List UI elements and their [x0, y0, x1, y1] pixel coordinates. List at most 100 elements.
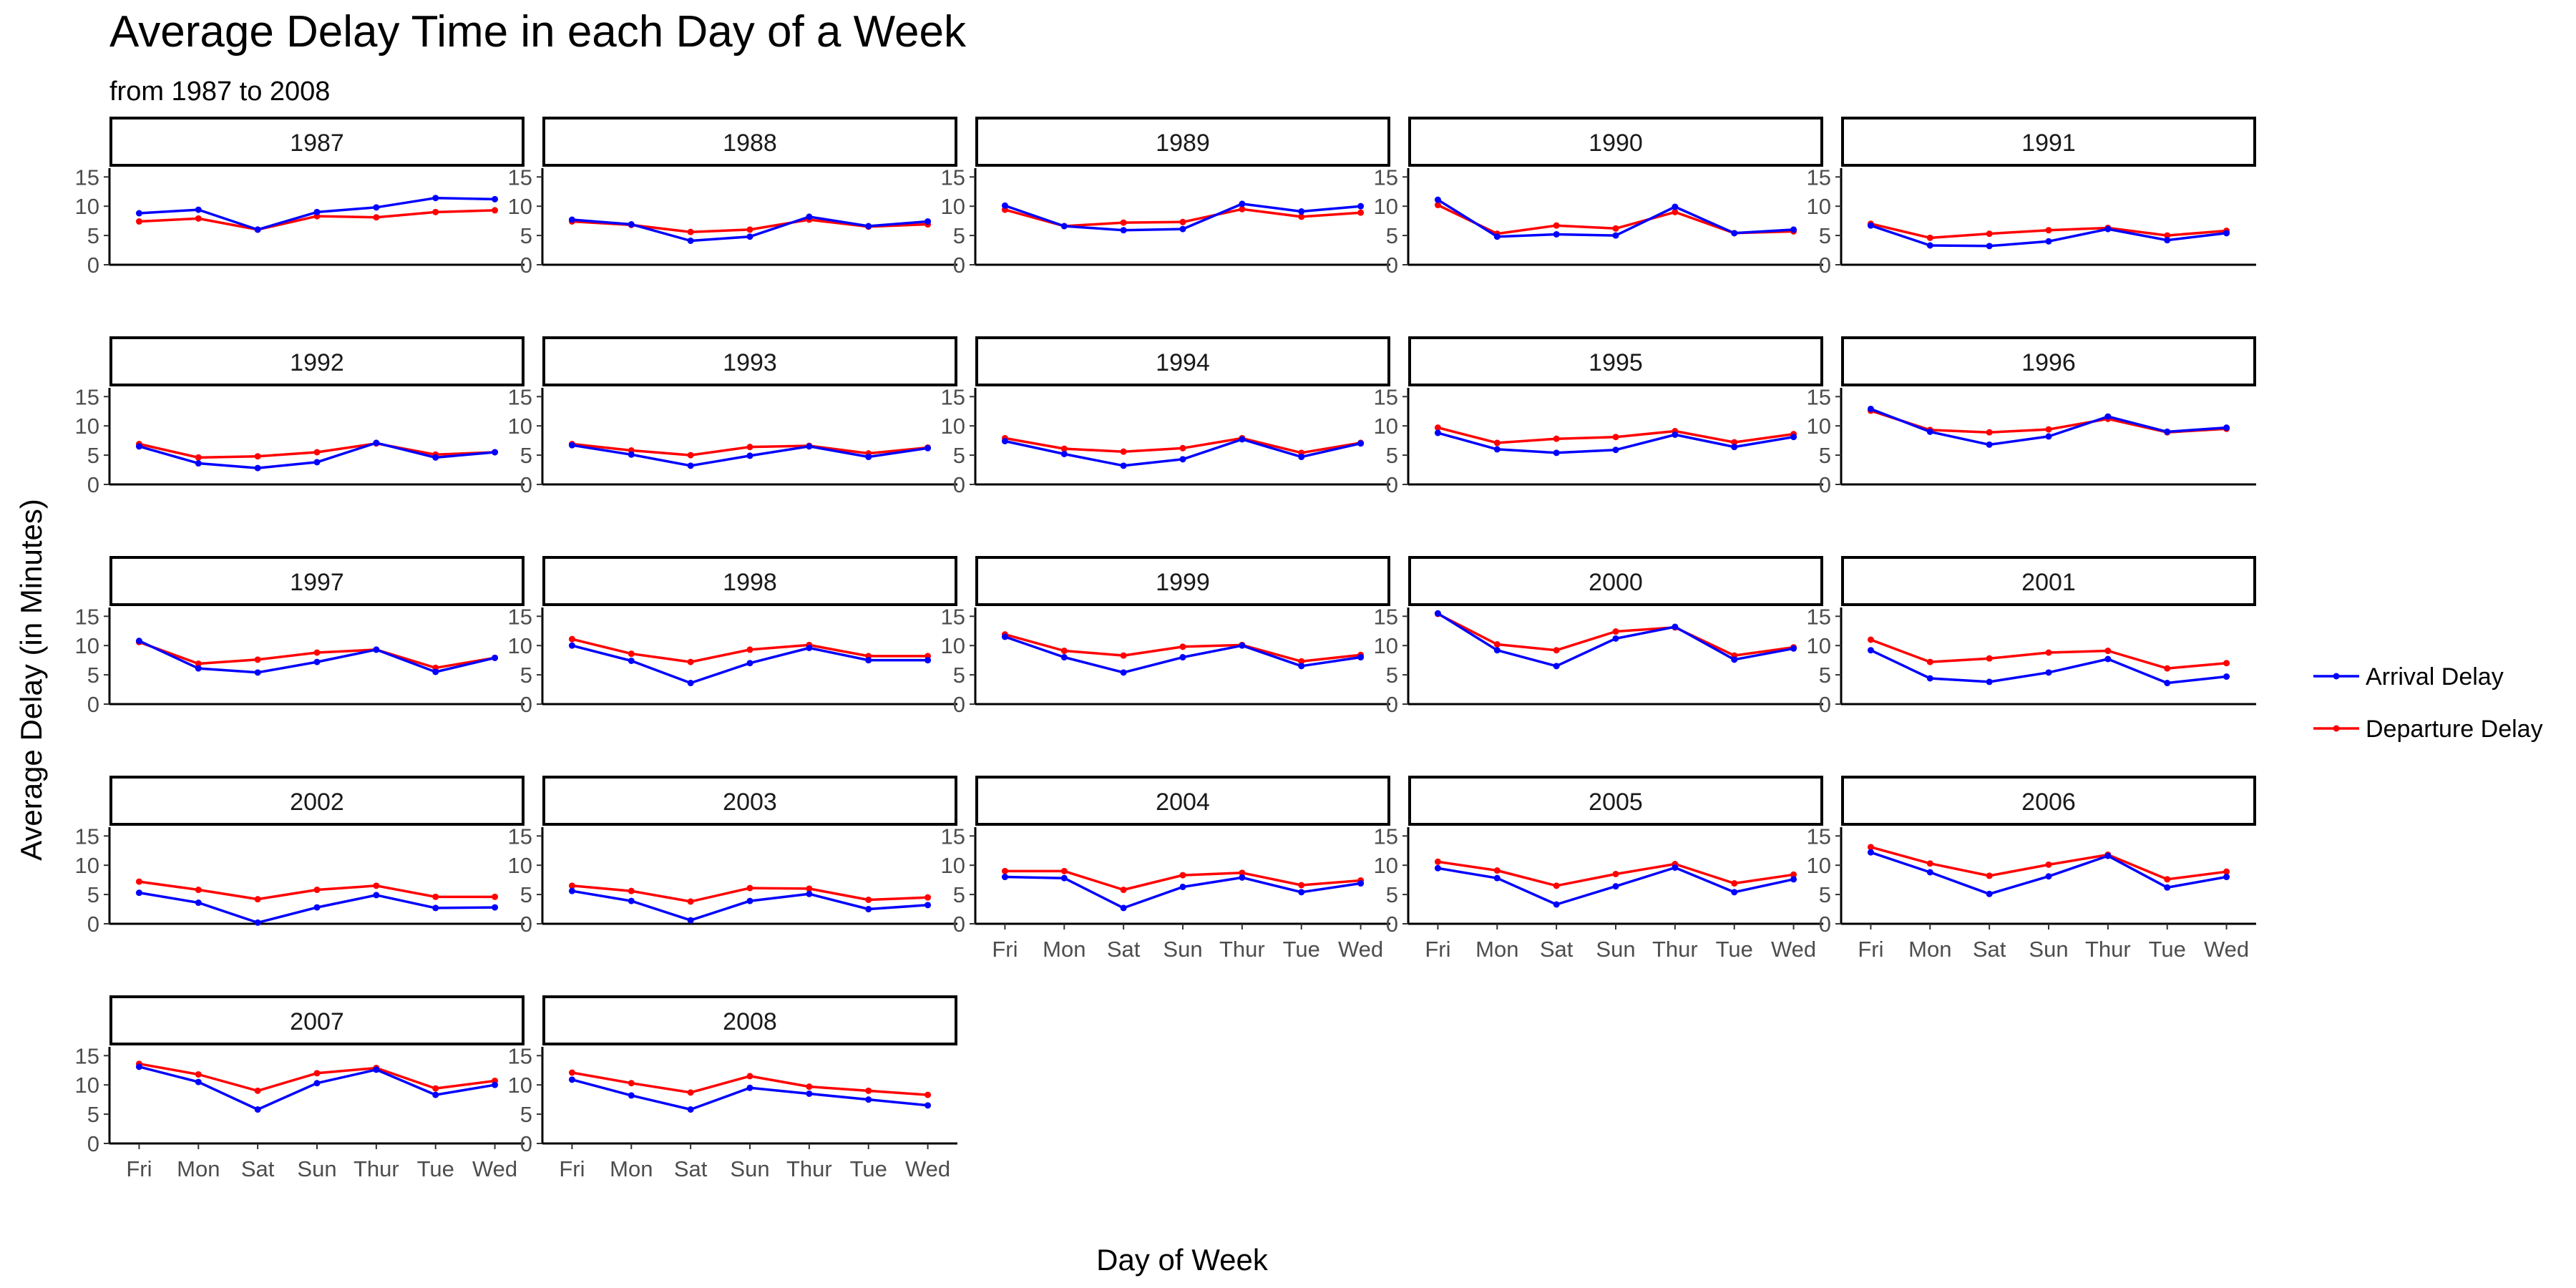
facet-label: 2003 — [723, 789, 777, 816]
arrival-delay-point — [1434, 429, 1441, 436]
arrival-delay-point — [1553, 901, 1560, 908]
facet-strip — [109, 776, 525, 826]
arrival-delay-point — [687, 237, 694, 244]
departure-delay-point — [1060, 867, 1068, 874]
arrival-delay-point — [746, 897, 753, 904]
x-tick-label: Sun — [1596, 937, 1635, 962]
arrival-delay-point — [492, 904, 499, 911]
departure-delay-point — [687, 658, 694, 665]
facet-label: 1993 — [723, 349, 777, 376]
arrival-delay-point — [924, 444, 932, 452]
departure-delay-point — [1731, 880, 1738, 887]
arrival-delay-point — [628, 657, 635, 664]
arrival-delay-point — [2045, 433, 2052, 440]
departure-delay-point — [628, 650, 635, 658]
x-tick-label: Sun — [297, 1156, 336, 1181]
departure-delay-point — [1120, 652, 1127, 659]
arrival-delay-point — [254, 226, 261, 233]
y-axis-title: Average Delay (in Minutes) — [14, 499, 48, 861]
arrival-delay-point — [373, 646, 380, 653]
x-tick-label: Sat — [1540, 937, 1574, 962]
departure-delay-point — [687, 1089, 694, 1096]
facet-strip — [542, 336, 957, 386]
arrival-delay-point — [2223, 230, 2230, 237]
departure-delay-point — [2045, 227, 2052, 234]
arrival-delay-point — [865, 223, 872, 230]
y-tick-label: 5 — [87, 882, 99, 907]
y-tick-label: 10 — [1374, 853, 1398, 878]
arrival-delay-point — [687, 917, 694, 924]
arrival-delay-point — [195, 665, 202, 672]
departure-delay-point — [806, 885, 813, 892]
departure-delay-point — [1239, 869, 1246, 877]
y-tick-label: 0 — [87, 253, 99, 278]
y-tick-label: 0 — [1819, 472, 1831, 497]
x-tick-label: Sun — [1163, 937, 1202, 962]
x-tick-label: Fri — [559, 1156, 585, 1181]
arrival-delay-point — [865, 454, 872, 461]
facet-strip — [1841, 556, 2256, 606]
y-tick-label: 0 — [953, 912, 965, 937]
arrival-delay-point — [1790, 876, 1797, 883]
facet-label: 1987 — [290, 130, 344, 157]
arrival-delay-point — [1672, 864, 1679, 871]
y-tick-label: 5 — [520, 223, 532, 248]
departure-delay-point — [195, 1070, 202, 1078]
departure-delay-point — [254, 1087, 261, 1094]
arrival-delay-point — [1612, 635, 1619, 642]
y-tick-label: 0 — [520, 253, 532, 278]
facet-label: 1994 — [1156, 349, 1210, 376]
y-tick-label: 0 — [520, 472, 532, 497]
arrival-delay-point — [254, 669, 261, 676]
y-tick-label: 15 — [75, 604, 99, 629]
arrival-delay-point — [1672, 623, 1679, 630]
departure-delay-point — [1926, 658, 1933, 665]
departure-delay-point — [2045, 426, 2052, 433]
arrival-delay-point — [628, 1092, 635, 1099]
arrival-delay-point — [1926, 428, 1933, 435]
arrival-delay-point — [432, 668, 439, 675]
arrival-delay-point — [1790, 645, 1797, 652]
legend-label: Arrival Delay — [2366, 663, 2504, 691]
arrival-delay-point — [806, 890, 813, 897]
arrival-delay-point — [135, 638, 142, 645]
y-tick-label: 15 — [508, 604, 532, 629]
arrival-delay-point — [1434, 864, 1441, 872]
arrival-delay-point — [2104, 413, 2112, 420]
y-tick-label: 5 — [1819, 882, 1831, 907]
arrival-delay-point — [1493, 874, 1501, 882]
arrival-delay-point — [687, 1106, 694, 1113]
departure-delay-point — [432, 1085, 439, 1092]
y-tick-label: 0 — [1819, 253, 1831, 278]
arrival-delay-point — [135, 210, 142, 217]
y-tick-label: 15 — [508, 165, 532, 190]
departure-delay-point — [1179, 218, 1186, 225]
arrival-delay-point — [806, 1090, 813, 1097]
arrival-delay-point — [373, 892, 380, 899]
arrival-delay-point — [1298, 454, 1305, 461]
x-tick-label: Thur — [786, 1156, 832, 1181]
facet-strip — [1408, 117, 1823, 167]
arrival-delay-point — [1298, 889, 1305, 896]
departure-delay-point — [254, 896, 261, 903]
facet-label: 1990 — [1589, 130, 1643, 157]
departure-delay-point — [373, 882, 380, 889]
departure-delay-point — [254, 453, 261, 460]
arrival-delay-point — [2223, 673, 2230, 680]
arrival-delay-point — [1001, 437, 1008, 444]
arrival-delay-point — [628, 221, 635, 228]
arrival-delay-point — [1357, 654, 1365, 661]
departure-delay-point — [492, 893, 499, 900]
arrival-delay-point — [568, 441, 575, 449]
arrival-delay-point — [1926, 869, 1933, 876]
y-tick-label: 15 — [1374, 824, 1398, 849]
facet-panel: 2006 0 5 10 15 Fri Mon Sat Sun Thur Tue Wed — [1807, 776, 2256, 962]
departure-delay-point — [746, 884, 753, 892]
arrival-delay-point — [2104, 225, 2112, 233]
arrival-delay-point — [1357, 440, 1365, 447]
y-tick-label: 10 — [1807, 414, 1831, 439]
arrival-delay-point — [1553, 663, 1560, 670]
x-tick-label: Tue — [850, 1156, 887, 1181]
facet-strip — [975, 776, 1390, 826]
departure-delay-point — [1731, 439, 1738, 446]
